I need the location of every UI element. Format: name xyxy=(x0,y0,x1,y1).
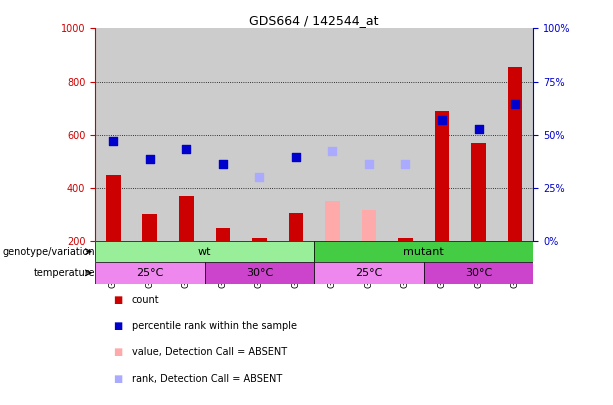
Bar xyxy=(132,241,168,262)
Point xyxy=(510,101,520,107)
Point xyxy=(437,117,447,123)
Bar xyxy=(168,262,205,284)
Bar xyxy=(95,241,314,262)
Bar xyxy=(95,241,132,262)
Bar xyxy=(168,241,205,262)
Bar xyxy=(314,262,351,284)
Bar xyxy=(497,28,533,241)
Bar xyxy=(252,238,267,241)
Bar xyxy=(205,28,241,241)
Text: 25°C: 25°C xyxy=(356,268,383,278)
Bar xyxy=(460,262,497,284)
Bar xyxy=(95,28,132,241)
Bar xyxy=(168,28,205,241)
Text: 30°C: 30°C xyxy=(246,268,273,278)
Text: temperature: temperature xyxy=(34,268,95,278)
Bar xyxy=(278,28,314,241)
Bar xyxy=(95,262,132,284)
Point xyxy=(291,154,301,160)
Bar xyxy=(106,175,121,241)
Bar xyxy=(314,262,424,284)
Bar xyxy=(179,196,194,241)
Point xyxy=(181,146,191,153)
Bar xyxy=(362,211,376,241)
Point xyxy=(327,147,337,154)
Bar xyxy=(289,213,303,241)
Point xyxy=(364,161,374,167)
Text: rank, Detection Call = ABSENT: rank, Detection Call = ABSENT xyxy=(132,374,282,384)
Text: 25°C: 25°C xyxy=(136,268,164,278)
Bar xyxy=(435,111,449,241)
Point xyxy=(474,126,484,132)
Bar xyxy=(398,238,413,241)
Bar xyxy=(314,241,533,262)
Text: ■: ■ xyxy=(113,347,123,357)
Title: GDS664 / 142544_at: GDS664 / 142544_at xyxy=(249,14,379,27)
Point xyxy=(254,174,264,181)
Point xyxy=(145,156,154,162)
Text: 30°C: 30°C xyxy=(465,268,492,278)
Bar xyxy=(508,67,522,241)
Bar xyxy=(205,241,241,262)
Bar xyxy=(424,28,460,241)
Point xyxy=(218,161,228,167)
Bar xyxy=(497,241,533,262)
Bar xyxy=(314,241,351,262)
Text: ■: ■ xyxy=(113,374,123,384)
Bar xyxy=(460,241,497,262)
Bar xyxy=(351,262,387,284)
Bar xyxy=(460,28,497,241)
Bar xyxy=(142,214,157,241)
Text: wt: wt xyxy=(198,247,211,257)
Text: genotype/variation: genotype/variation xyxy=(2,247,95,257)
Text: ■: ■ xyxy=(113,321,123,331)
Bar xyxy=(205,262,241,284)
Text: count: count xyxy=(132,295,159,305)
Bar xyxy=(497,262,533,284)
Point xyxy=(109,138,118,145)
Point xyxy=(400,161,410,167)
Bar xyxy=(387,262,424,284)
Bar xyxy=(387,241,424,262)
Bar xyxy=(424,262,533,284)
Bar xyxy=(132,262,168,284)
Bar xyxy=(351,28,387,241)
Bar xyxy=(424,241,460,262)
Text: value, Detection Call = ABSENT: value, Detection Call = ABSENT xyxy=(132,347,287,357)
Bar xyxy=(424,262,460,284)
Bar xyxy=(278,241,314,262)
Bar xyxy=(241,262,278,284)
Bar xyxy=(351,241,387,262)
Bar xyxy=(314,28,351,241)
Bar xyxy=(241,28,278,241)
Text: mutant: mutant xyxy=(403,247,444,257)
Bar xyxy=(132,28,168,241)
Bar xyxy=(216,228,230,241)
Text: ■: ■ xyxy=(113,295,123,305)
Bar xyxy=(241,241,278,262)
Bar xyxy=(205,262,314,284)
Bar xyxy=(95,262,205,284)
Bar xyxy=(471,143,486,241)
Bar xyxy=(278,262,314,284)
Bar xyxy=(325,201,340,241)
Bar xyxy=(387,28,424,241)
Text: percentile rank within the sample: percentile rank within the sample xyxy=(132,321,297,331)
